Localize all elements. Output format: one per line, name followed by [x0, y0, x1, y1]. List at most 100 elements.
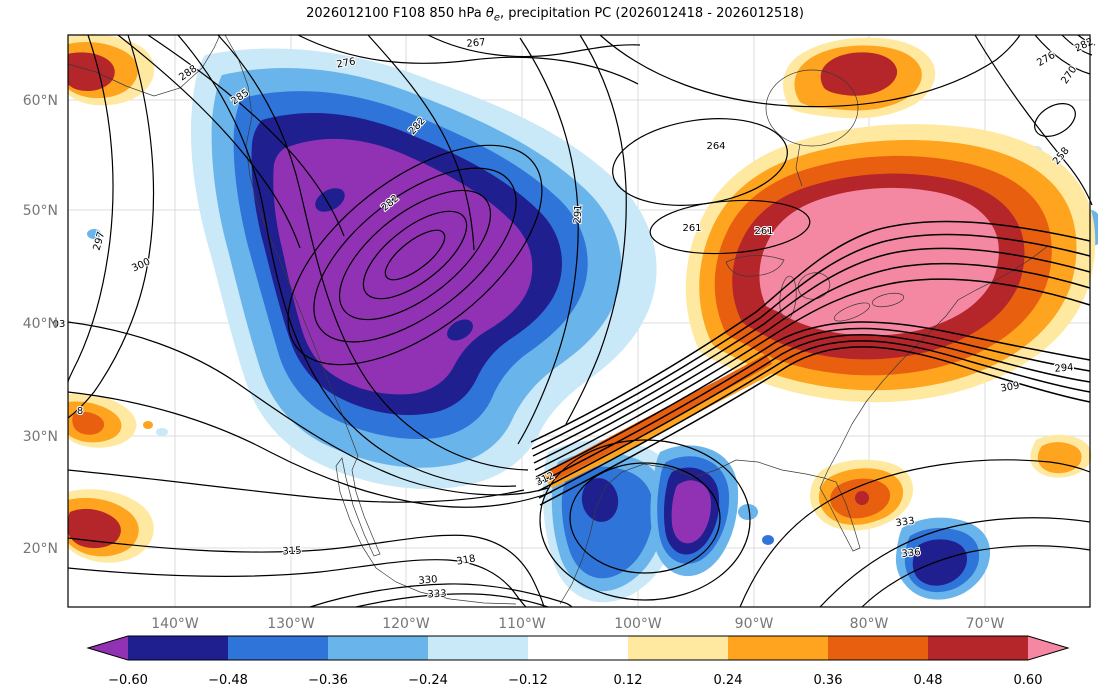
front-contour [539, 346, 1091, 506]
contour-label: 318 [456, 553, 477, 567]
contour-line [367, 34, 475, 251]
colorbar: −0.60 −0.48 −0.36 −0.24 −0.12 0.12 0.24 … [86, 635, 1070, 688]
colorbar-segment [128, 636, 228, 660]
y-tick-label: 20°N [23, 541, 58, 557]
colorbar-segment [228, 636, 328, 660]
lake-ontario [871, 292, 905, 308]
neg-core-spot [447, 319, 473, 341]
colorbar-tick-label: −0.60 [108, 673, 148, 688]
colorbar-segment [528, 636, 628, 660]
contour-label: 261 [754, 226, 773, 237]
contour-label: 261 [682, 223, 701, 234]
x-tick-label: 90°W [735, 616, 774, 632]
colorbar-tick-label: −0.48 [208, 673, 248, 688]
contour-line [1077, 34, 1096, 46]
contour-label: 333 [427, 589, 447, 601]
title-suffix: , precipitation PC (2026012418 - 2026012… [500, 6, 804, 21]
front-contour [530, 220, 1091, 443]
neg-speck [156, 428, 168, 436]
contour-label: 315 [282, 546, 302, 558]
contour-closed-loop [384, 229, 446, 281]
contour-line [355, 593, 549, 608]
colorbar-segment [628, 636, 728, 660]
contour-label: 291 [573, 204, 585, 224]
contour-label: 333 [895, 516, 915, 530]
contour-line [1034, 34, 1091, 75]
contour-closed-loop [287, 144, 543, 366]
contour-line [819, 517, 1091, 608]
y-tick-label: 40°N [23, 316, 58, 332]
colorbar-left-arrow [88, 636, 128, 660]
theta-subscript: e [493, 12, 501, 24]
neg4-navy [912, 539, 967, 586]
y-tick-label: 60°N [23, 93, 58, 109]
contour-label: 309 [1000, 380, 1021, 394]
contour-closed-loop [313, 167, 517, 343]
contour-label: 03 [53, 319, 66, 330]
contour-label: 294 [1054, 362, 1074, 375]
front-contour [538, 340, 1091, 499]
x-tick-label: 80°W [850, 616, 889, 632]
colorbar-segment [828, 636, 928, 660]
contour-line [599, 34, 1021, 108]
title-prefix: 2026012100 F108 850 hPa [306, 6, 486, 21]
x-tick-label: 70°W [966, 616, 1005, 632]
neg-speck [738, 504, 758, 520]
positive-pc-region [542, 124, 1096, 488]
pos4-red [72, 411, 105, 435]
contour-line [217, 34, 529, 471]
contour-closed-loop [649, 199, 811, 255]
front-contour [537, 333, 1091, 492]
contour-line [427, 34, 641, 58]
lake-superior [725, 255, 785, 277]
pos-shade-pink-core [759, 187, 999, 336]
neg-speck [762, 535, 774, 545]
y-axis-labels: 60°N 50°N 40°N 30°N 20°N [23, 93, 58, 557]
colorbar-tick-label: 0.48 [914, 673, 943, 688]
contour-label: 267 [466, 37, 486, 50]
colorbar-tick-label: −0.24 [408, 673, 448, 688]
theta-e-contours [67, 34, 1096, 608]
pos3-darkred [68, 52, 115, 91]
x-tick-label: 130°W [267, 616, 315, 632]
colorbar-segment [328, 636, 428, 660]
front-contour [532, 247, 1091, 457]
contour-line [739, 459, 1091, 608]
front-contour [534, 278, 1091, 471]
colorbar-tick-label: 0.60 [1014, 673, 1043, 688]
colorbar-tick-labels: −0.60 −0.48 −0.36 −0.24 −0.12 0.12 0.24 … [108, 673, 1042, 688]
contour-line [147, 34, 345, 237]
x-axis-labels: 140°W 130°W 120°W 110°W 100°W 90°W 80°W … [151, 616, 1004, 632]
colorbar-segment [928, 636, 1028, 660]
contour-label: 8 [77, 406, 83, 417]
contour-line [67, 321, 549, 496]
colorbar-tick-label: −0.12 [508, 673, 548, 688]
y-tick-label: 30°N [23, 429, 58, 445]
lake-michigan [779, 275, 797, 321]
colorbar-tick-label: −0.36 [308, 673, 348, 688]
colorbar-tick-label: 0.24 [714, 673, 743, 688]
theta-symbol: θ [485, 6, 494, 21]
james-bay [795, 143, 803, 187]
pos-speck [143, 421, 153, 429]
contour-line [517, 37, 579, 445]
neg-speck [87, 229, 101, 239]
contour-line [67, 34, 155, 419]
x-tick-label: 140°W [151, 616, 199, 632]
contour-line [309, 583, 573, 608]
contour-line [67, 34, 114, 383]
contour-label: 336 [901, 547, 921, 560]
plot-frame [67, 34, 1091, 608]
contour-line [565, 34, 627, 425]
lake-erie [833, 302, 871, 322]
front-contour [533, 262, 1091, 464]
hudson-bay [765, 69, 859, 147]
front-contour [536, 327, 1091, 485]
contour-line [67, 559, 527, 608]
contour-label: 276 [336, 56, 357, 70]
pos2-darkred [820, 52, 898, 96]
gulf-east-coast [559, 245, 1049, 605]
contour-closed-loop [539, 439, 751, 601]
x-tick-label: 120°W [382, 616, 430, 632]
